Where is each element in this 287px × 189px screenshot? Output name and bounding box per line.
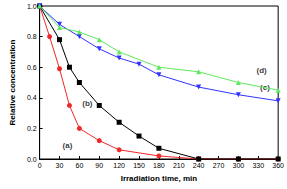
svg-text:0.8: 0.8 (27, 33, 37, 40)
svg-text:270: 270 (213, 162, 225, 169)
svg-text:330: 330 (252, 162, 264, 169)
svg-text:120: 120 (113, 162, 125, 169)
svg-text:0.6: 0.6 (27, 64, 37, 71)
svg-text:90: 90 (95, 162, 103, 169)
svg-text:0: 0 (38, 162, 42, 169)
svg-text:(a): (a) (63, 141, 73, 150)
svg-text:30: 30 (56, 162, 64, 169)
svg-text:180: 180 (153, 162, 165, 169)
svg-text:360: 360 (272, 162, 284, 169)
svg-text:Relative concentration: Relative concentration (8, 39, 17, 125)
svg-text:(b): (b) (82, 99, 93, 108)
svg-text:0.4: 0.4 (27, 94, 37, 101)
svg-text:240: 240 (193, 162, 205, 169)
svg-text:0.2: 0.2 (27, 125, 37, 132)
svg-text:210: 210 (173, 162, 185, 169)
svg-text:(d): (d) (256, 66, 267, 75)
svg-text:1.0: 1.0 (27, 3, 37, 10)
svg-text:Irradiation time, min: Irradiation time, min (121, 174, 198, 183)
svg-text:60: 60 (75, 162, 83, 169)
svg-text:150: 150 (133, 162, 145, 169)
svg-text:0.0: 0.0 (27, 156, 37, 163)
svg-text:(c): (c) (260, 82, 270, 92)
svg-text:300: 300 (233, 162, 245, 169)
